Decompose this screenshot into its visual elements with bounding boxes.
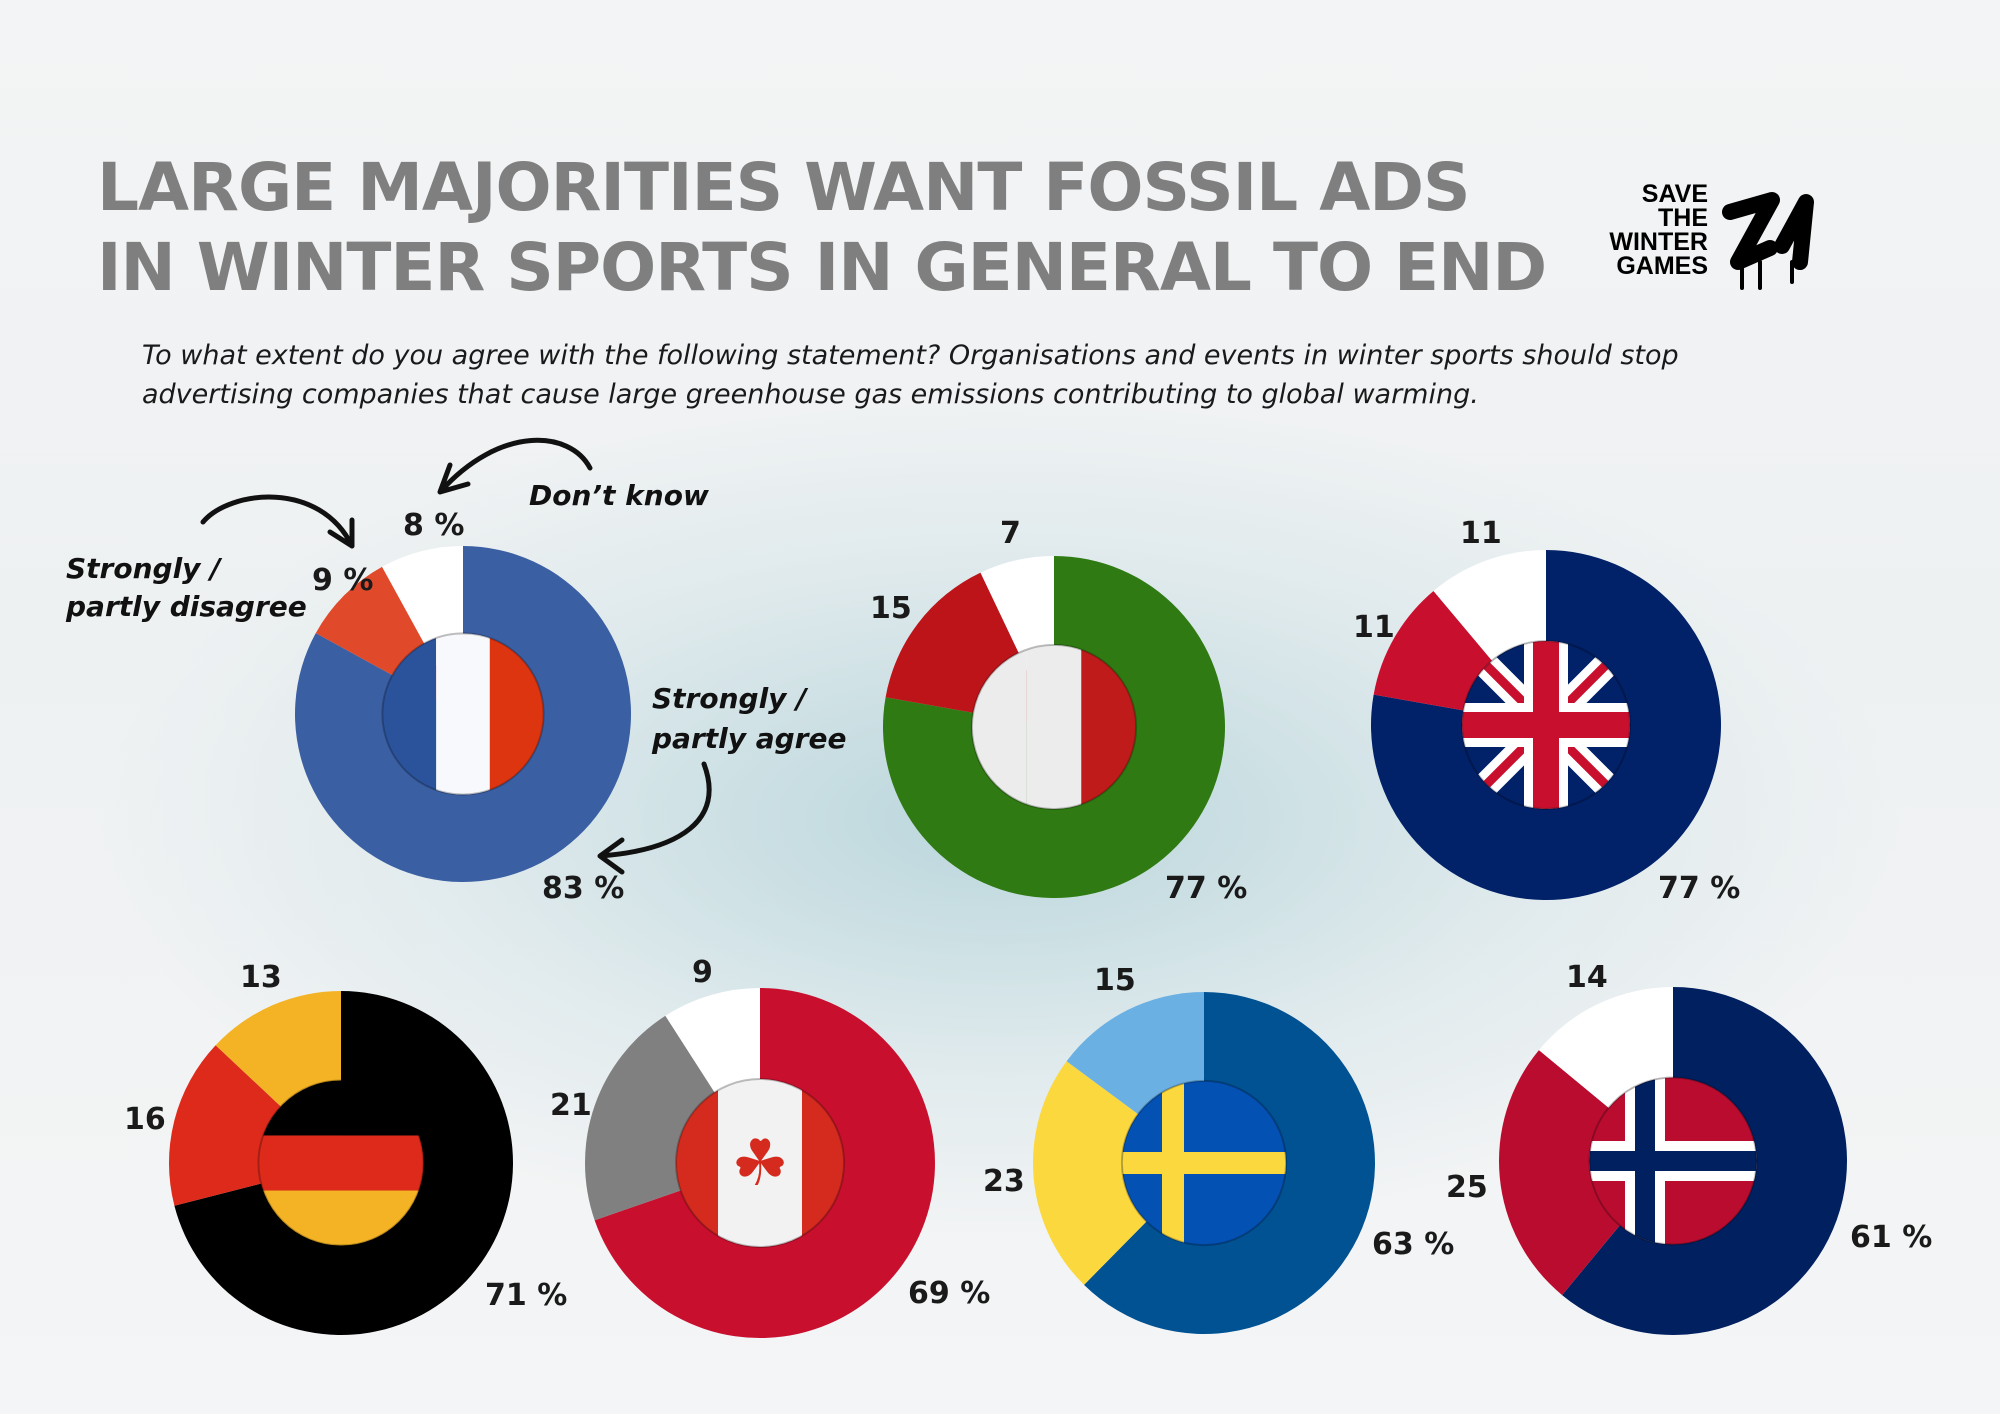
logo-line: WINTER [1609,228,1708,256]
flag-border [1461,640,1631,810]
flag-border [257,1079,425,1247]
title-line-1: LARGE MAJORITIES WANT FOSSIL ADS [97,149,1471,226]
donut-italy: 77 % 15 7 [870,516,1247,906]
value-label-canada-agree: 69 % [908,1276,990,1311]
donut-norway: 61 % 25 14 [1446,960,1932,1335]
value-label-norway-dont-know: 14 [1566,960,1608,995]
flag-border [1588,1076,1758,1246]
value-label-france-disagree: 9 % [312,563,373,598]
value-label-uk-disagree: 11 [1353,610,1395,645]
donut-germany: 71 % 16 13 [124,960,567,1335]
logo-line: SAVE [1641,180,1708,208]
value-label-sweden-disagree: 23 [983,1164,1025,1199]
legend-disagree-line-2: partly disagree [65,590,307,623]
legend-disagree-line-1: Strongly / [66,552,223,585]
value-label-italy-agree: 77 % [1165,871,1247,906]
value-label-uk-dont-know: 11 [1460,516,1502,551]
flag-border [381,632,545,796]
slice-norway-disagree [1499,1050,1673,1296]
value-label-norway-agree: 61 % [1850,1220,1932,1255]
value-label-sweden-agree: 63 % [1372,1227,1454,1262]
flag-border [970,643,1138,811]
dont-know-arrow-icon [437,437,593,495]
slice-sweden-disagree [1033,1061,1204,1285]
annotation-arrows [200,437,712,875]
title-line-2: IN WINTER SPORTS IN GENERAL TO END [97,229,1547,306]
donut-uk: 77 % 11 11 [1353,516,1740,906]
page-title: LARGE MAJORITIES WANT FOSSIL ADS IN WINT… [97,148,1547,308]
donut-france: 83 % 9 % 8 % [295,508,632,906]
logo-graffiti-mark [1722,192,1814,290]
flag-border [1120,1079,1288,1247]
value-label-canada-disagree: 21 [550,1088,592,1123]
question-line-1: To what extent do you agree with the fol… [142,340,1679,371]
value-label-sweden-dont-know: 15 [1094,963,1136,998]
legend-agree-line-2: partly agree [651,722,846,755]
value-label-germany-agree: 71 % [485,1278,567,1313]
value-label-italy-dont-know: 7 [1000,516,1021,551]
norway-flag-icon [1589,1077,1757,1245]
disagree-arrow-icon [200,494,355,549]
agree-arrow-icon [597,761,712,875]
value-label-uk-agree: 77 % [1658,871,1740,906]
logo-line: GAMES [1616,252,1708,280]
legend-agree-line-1: Strongly / [652,682,809,715]
value-label-norway-disagree: 25 [1446,1170,1488,1205]
value-label-france-agree: 83 % [542,871,624,906]
svg-text:☘: ☘ [731,1127,788,1201]
donut-canada: ☘ 69 % 21 9 [550,955,990,1338]
logo-line: THE [1658,204,1708,232]
question-line-2: advertising companies that cause large g… [142,379,1479,410]
value-label-germany-dont-know: 13 [240,960,282,995]
survey-question: To what extent do you agree with the fol… [142,336,1882,414]
value-label-germany-disagree: 16 [124,1102,166,1137]
save-the-winter-games-logo: SAVE THE WINTER GAMES [1598,180,1708,280]
value-label-france-dont-know: 8 % [403,508,464,543]
uk-flag-icon [1462,641,1630,809]
value-label-italy-disagree: 15 [870,591,912,626]
sweden-flag-icon [1121,1080,1287,1246]
flag-border [675,1078,845,1248]
legend-dont-know: Don’t know [529,479,709,512]
value-label-canada-dont-know: 9 [692,955,713,990]
donut-sweden: 63 % 23 15 [983,963,1454,1334]
